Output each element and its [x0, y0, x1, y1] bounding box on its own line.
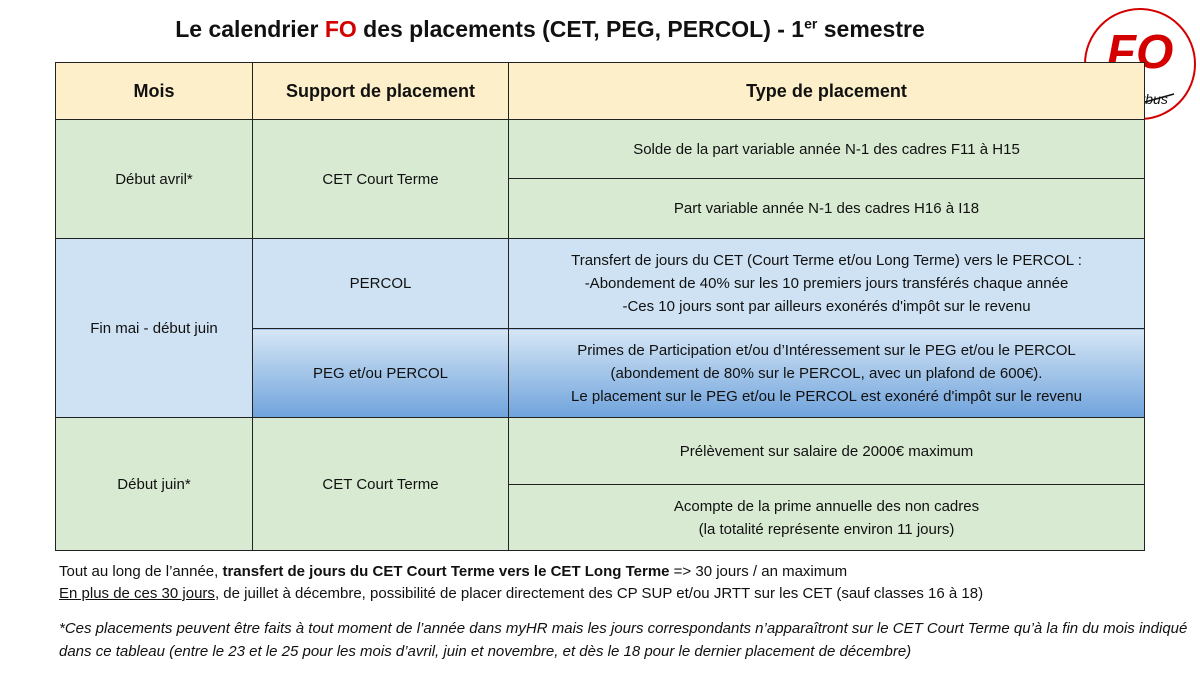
page-title: Le calendrier FO des placements (CET, PE…	[175, 15, 925, 42]
cell-support: PERCOL	[252, 238, 509, 329]
table-header-row: Mois Support de placement Type de placem…	[55, 62, 1145, 120]
table-row: Début avril* CET Court Terme Solde de la…	[55, 119, 1145, 239]
cell-type: Prélèvement sur salaire de 2000€ maximum	[508, 417, 1145, 485]
text-line: -Abondement de 40% sur les 10 premiers j…	[584, 275, 1069, 292]
footnote: *Ces placements peuvent être faits à tou…	[59, 620, 1188, 660]
notes: Tout au long de l’année, transfert de jo…	[59, 561, 1189, 605]
note-line-2: En plus de ces 30 jours, de juillet à dé…	[59, 585, 984, 602]
cell-support: CET Court Terme	[252, 119, 509, 239]
text-line: (abondement de 80% sur le PERCOL, avec u…	[610, 364, 1043, 382]
table-row: Fin mai - début juin PERCOL Transfert de…	[55, 238, 1145, 418]
table-row: Début juin* CET Court Terme Prélèvement …	[55, 417, 1145, 551]
placement-calendar-table: Mois Support de placement Type de placem…	[55, 62, 1145, 551]
cell-type: Transfert de jours du CET (Court Terme e…	[508, 238, 1145, 329]
text-line: Primes de Participation et/ou d’Intéress…	[577, 341, 1076, 359]
text-line: Le placement sur le PEG et/ou le PERCOL …	[571, 387, 1082, 405]
cell-mois: Début juin*	[55, 417, 253, 551]
cell-type: Solde de la part variable année N-1 des …	[508, 119, 1145, 179]
cell-type: Part variable année N-1 des cadres H16 à…	[508, 178, 1145, 239]
cell-mois: Fin mai - début juin	[55, 238, 253, 418]
text-line: -Ces 10 jours sont par ailleurs exonérés…	[622, 298, 1031, 315]
text-line: Acompte de la prime annuelle des non cad…	[673, 497, 980, 515]
note-line-1: Tout au long de l’année, transfert de jo…	[59, 563, 848, 580]
cell-mois: Début avril*	[55, 119, 253, 239]
cell-support: CET Court Terme	[252, 417, 509, 551]
header-support: Support de placement	[252, 62, 509, 120]
cell-type: Acompte de la prime annuelle des non cad…	[508, 484, 1145, 551]
content: Mois Support de placement Type de placem…	[55, 62, 1187, 663]
text-line: (la totalité représente environ 11 jours…	[698, 520, 955, 538]
header-type: Type de placement	[508, 62, 1145, 120]
cell-type: Primes de Participation et/ou d’Intéress…	[508, 328, 1145, 418]
text-line: Transfert de jours du CET (Court Terme e…	[571, 252, 1082, 269]
cell-support: PEG et/ou PERCOL	[252, 328, 509, 418]
table-row: Acompte de la prime annuelle des non cad…	[56, 484, 1145, 551]
header-mois: Mois	[55, 62, 253, 120]
text-line: Prélèvement sur salaire de 2000€ maximum	[679, 442, 974, 460]
